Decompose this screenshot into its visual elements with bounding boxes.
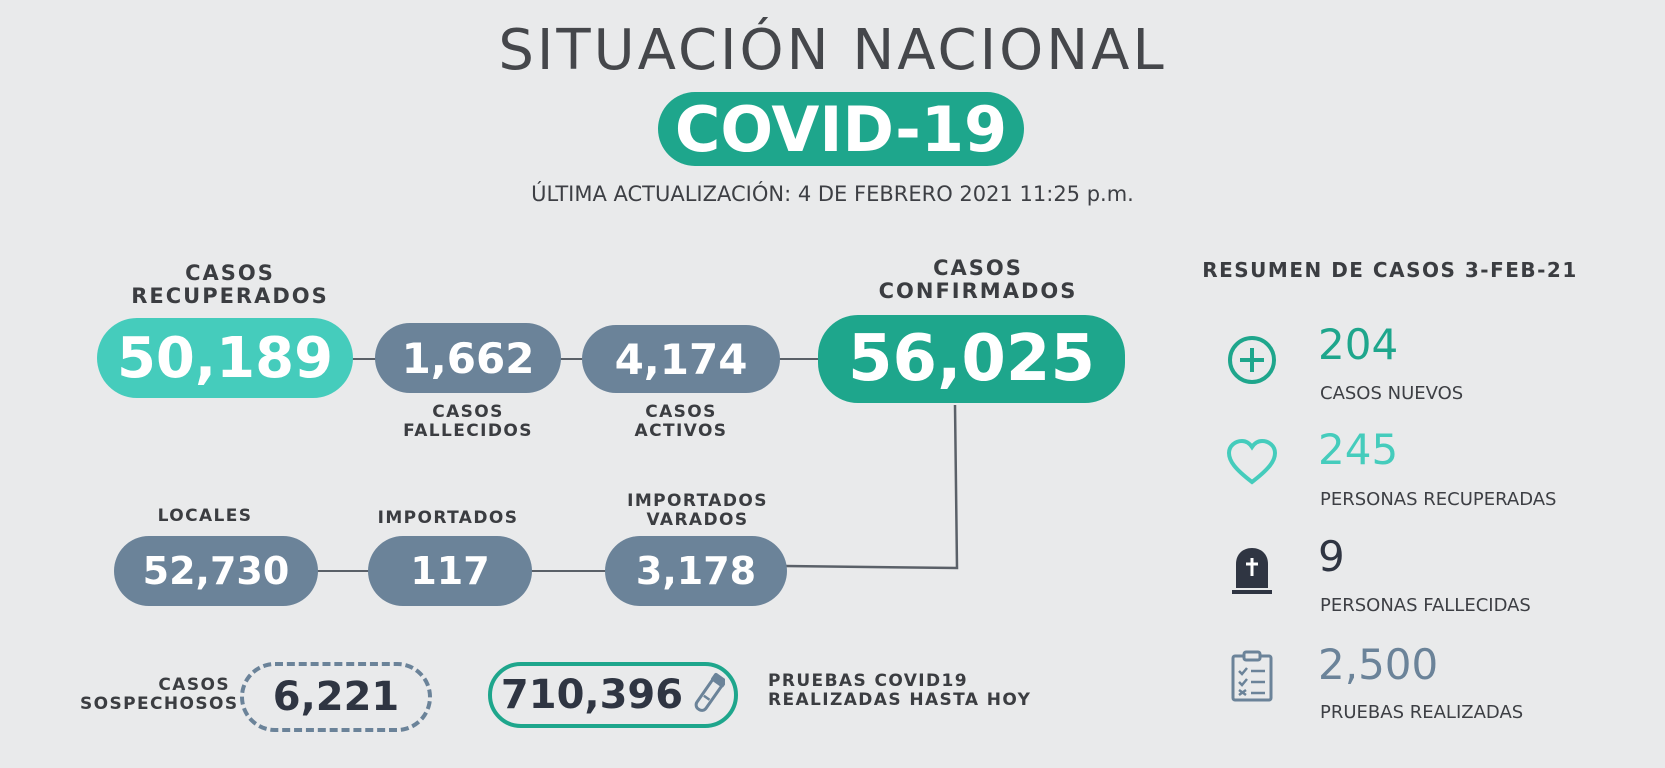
covid-badge: COVID-19 — [658, 92, 1024, 166]
summary-deaths-value: 9 — [1318, 532, 1345, 581]
summary-title: RESUMEN DE CASOS 3-FEB-21 — [1202, 258, 1578, 282]
locales-label: LOCALES — [157, 506, 253, 526]
summary-tests-value: 2,500 — [1318, 640, 1439, 689]
pruebas-value: 710,396 — [500, 672, 684, 718]
confirmados-value: 56,025 — [818, 315, 1125, 403]
fallecidos-value: 1,662 — [375, 323, 561, 393]
last-updated: ÚLTIMA ACTUALIZACIÓN: 4 DE FEBRERO 2021 … — [531, 182, 1134, 206]
activos-label: CASOS ACTIVOS — [634, 402, 728, 441]
confirmados-label: CASOS CONFIRMADOS — [878, 256, 1078, 303]
heart-icon — [1224, 434, 1280, 490]
clipboard-icon — [1224, 648, 1280, 704]
activos-value: 4,174 — [582, 325, 780, 393]
importados-value: 117 — [368, 536, 532, 606]
summary-tests-label: PRUEBAS REALIZADAS — [1320, 702, 1524, 723]
fallecidos-label: CASOS FALLECIDOS — [403, 402, 533, 441]
pruebas-total: 710,396 — [488, 662, 738, 728]
summary-new-value: 204 — [1318, 320, 1399, 369]
summary-new-label: CASOS NUEVOS — [1320, 383, 1464, 404]
varados-label: IMPORTADOS VARADOS — [627, 491, 768, 530]
recuperados-label: CASOS RECUPERADOS — [131, 261, 329, 308]
test-swab-icon — [694, 672, 726, 712]
pruebas-label: PRUEBAS COVID19 REALIZADAS HASTA HOY — [768, 671, 1032, 710]
page-title: SITUACIÓN NACIONAL — [498, 18, 1167, 83]
recuperados-value: 50,189 — [97, 318, 353, 398]
sospechosos-value: 6,221 — [240, 662, 432, 732]
summary-recovered-value: 245 — [1318, 425, 1399, 474]
sospechosos-label: CASOS SOSPECHOSOS — [80, 675, 239, 714]
locales-value: 52,730 — [114, 536, 318, 606]
importados-label: IMPORTADOS — [377, 508, 519, 528]
varados-value: 3,178 — [605, 536, 787, 606]
tombstone-icon — [1224, 542, 1280, 598]
summary-recovered-label: PERSONAS RECUPERADAS — [1320, 489, 1557, 510]
plus-circle-icon — [1224, 332, 1280, 388]
summary-deaths-label: PERSONAS FALLECIDAS — [1320, 595, 1531, 616]
